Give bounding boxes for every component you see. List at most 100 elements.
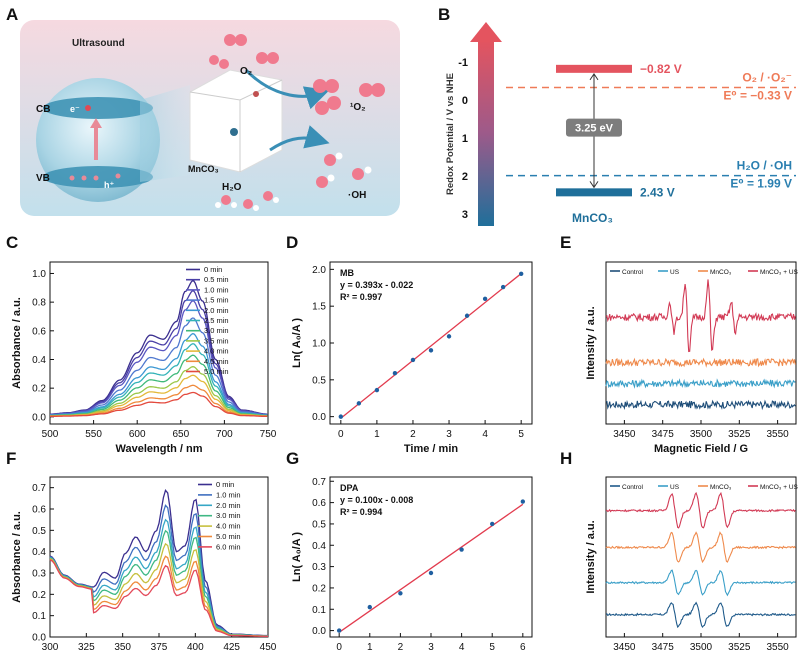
x-tick-label: 300 xyxy=(42,642,59,653)
spectrum-line-5 xyxy=(49,555,268,637)
redox-axis-label: Redox Potential / V vs NHE xyxy=(445,73,456,195)
cb-potential-value: −0.82 V xyxy=(640,62,682,76)
legend-label: 2.5 min xyxy=(204,316,229,325)
data-point xyxy=(490,521,495,527)
y-tick-label: 0.6 xyxy=(312,498,326,509)
panel-label-d: D xyxy=(286,233,298,252)
oh-label: ·OH xyxy=(348,190,366,201)
panel-label-g: G xyxy=(286,449,299,468)
data-point xyxy=(518,271,524,276)
vb-label: VB xyxy=(36,173,50,184)
energy-levels xyxy=(506,64,796,197)
data-point xyxy=(428,570,434,576)
chart-title: DPA xyxy=(340,483,359,493)
data-point xyxy=(367,604,372,610)
x-tick-label: 2 xyxy=(410,429,416,440)
y-tick-label: 0.5 xyxy=(312,375,326,386)
x-tick-label: 6 xyxy=(520,642,526,653)
x-tick-label: 1 xyxy=(374,429,380,440)
y-tick-label: 1.0 xyxy=(312,339,326,350)
y-tick-label: 1.0 xyxy=(32,269,46,280)
o2-couple-label: O₂ / ·O₂⁻ xyxy=(742,70,792,84)
x-tick-label: 3 xyxy=(446,429,452,440)
potential-tick-label: -1 xyxy=(458,57,468,69)
legend-label: 4.0 min xyxy=(204,347,229,356)
reaction-arrow-oh xyxy=(269,125,330,152)
singlet-oxygen-molecules xyxy=(313,79,385,115)
y-tick-label: 0.5 xyxy=(32,526,46,537)
data-point xyxy=(392,370,398,376)
y-tick-label: 0.4 xyxy=(312,541,326,552)
potential-tick-label: 0 xyxy=(462,95,468,107)
hole-label: h⁺ xyxy=(104,180,114,190)
oh-e0-label: E⁰ = 1.99 V xyxy=(730,177,792,191)
x-tick-label: 500 xyxy=(42,429,59,440)
spectrum-line-10 xyxy=(50,391,268,417)
hydroxyl-radicals xyxy=(316,152,372,188)
fit-r2: R² = 0.997 xyxy=(340,292,382,302)
x-tick-label: 3450 xyxy=(613,429,636,440)
chart-title: MB xyxy=(340,268,354,278)
plot-frame xyxy=(49,261,269,425)
ultrasound-label: Ultrasound xyxy=(72,38,125,49)
x-tick-label: 5 xyxy=(489,642,495,653)
epr-spectrum-0 xyxy=(605,399,796,411)
x-tick-label: 425 xyxy=(223,642,240,653)
epr-spectrum-3 xyxy=(605,279,796,353)
linear-fit-line xyxy=(340,273,522,419)
cb-label: CB xyxy=(36,104,50,115)
y-tick-label: 0.0 xyxy=(32,633,46,644)
hole-dot xyxy=(81,175,87,181)
chart-c-mb-absorbance: 500 550 600 650 700 750 0.0 0.2 0.4 0.6 0.8 1.0 Wave… xyxy=(11,261,277,455)
gap-arrow-top xyxy=(589,72,599,81)
water-molecules xyxy=(215,191,279,211)
h2o-label: H₂O xyxy=(222,182,242,193)
panel-label-f: F xyxy=(6,449,16,468)
panel-label-e: E xyxy=(560,233,571,252)
valence-band-level xyxy=(556,188,632,197)
legend-label: MnCO₃ xyxy=(710,269,732,276)
hole-dot xyxy=(115,173,121,179)
potential-tick-label: 3 xyxy=(462,209,468,221)
x-tick-label: 2 xyxy=(398,642,404,653)
data-point xyxy=(428,348,434,353)
x-tick-label: 550 xyxy=(85,429,102,440)
x-tick-label: 4 xyxy=(459,642,465,653)
y-tick-label: 0.1 xyxy=(32,611,46,622)
linear-fit-line xyxy=(338,503,524,633)
x-tick-label: 3550 xyxy=(766,642,789,653)
data-point xyxy=(464,313,470,318)
y-tick-label: 0.1 xyxy=(312,605,326,616)
data-point xyxy=(500,284,506,290)
legend-label: 1.5 min xyxy=(204,296,229,305)
fit-r2: R² = 0.994 xyxy=(340,507,382,517)
chart-e-epr-tempo: 3450 3475 3500 3525 3550 Magnetic Field / G In… xyxy=(585,261,799,455)
data-point xyxy=(520,499,526,504)
legend-label: 3.5 min xyxy=(204,336,229,345)
x-tick-label: 0 xyxy=(338,429,344,440)
legend-label: 5.0 min xyxy=(216,532,241,541)
legend-label: 3.0 min xyxy=(216,511,241,520)
y-axis-label: Absorbance / a.u. xyxy=(11,511,23,603)
potential-tick-label: 2 xyxy=(462,171,468,183)
y-tick-label: 0.5 xyxy=(312,519,326,530)
electron-label: e⁻ xyxy=(70,104,80,114)
conduction-band-level xyxy=(556,64,632,73)
fit-equation: y = 0.100x - 0.008 xyxy=(340,495,413,505)
spectrum-line-2 xyxy=(50,300,268,416)
x-tick-label: 3500 xyxy=(690,642,713,653)
legend-label: 1.0 min xyxy=(204,285,229,294)
x-tick-label: 3475 xyxy=(652,429,675,440)
data-point xyxy=(446,334,452,339)
y-tick-label: 1.5 xyxy=(312,302,326,313)
y-tick-label: 0.4 xyxy=(32,547,46,558)
data-point xyxy=(336,628,342,633)
y-tick-label: 0.0 xyxy=(312,412,326,423)
y-tick-label: 0.7 xyxy=(312,477,326,488)
legend-label: 2.0 min xyxy=(216,501,241,510)
x-tick-label: 1 xyxy=(367,642,373,653)
legend-label: 3.0 min xyxy=(204,326,229,335)
chart-f-dpa-absorbance: 300 325 350 375 400 425 450 0.0 0.1 0.2 0.3 0.4 0.5 0… xyxy=(11,476,277,653)
legend-label: MnCO₃ + US xyxy=(760,484,799,491)
